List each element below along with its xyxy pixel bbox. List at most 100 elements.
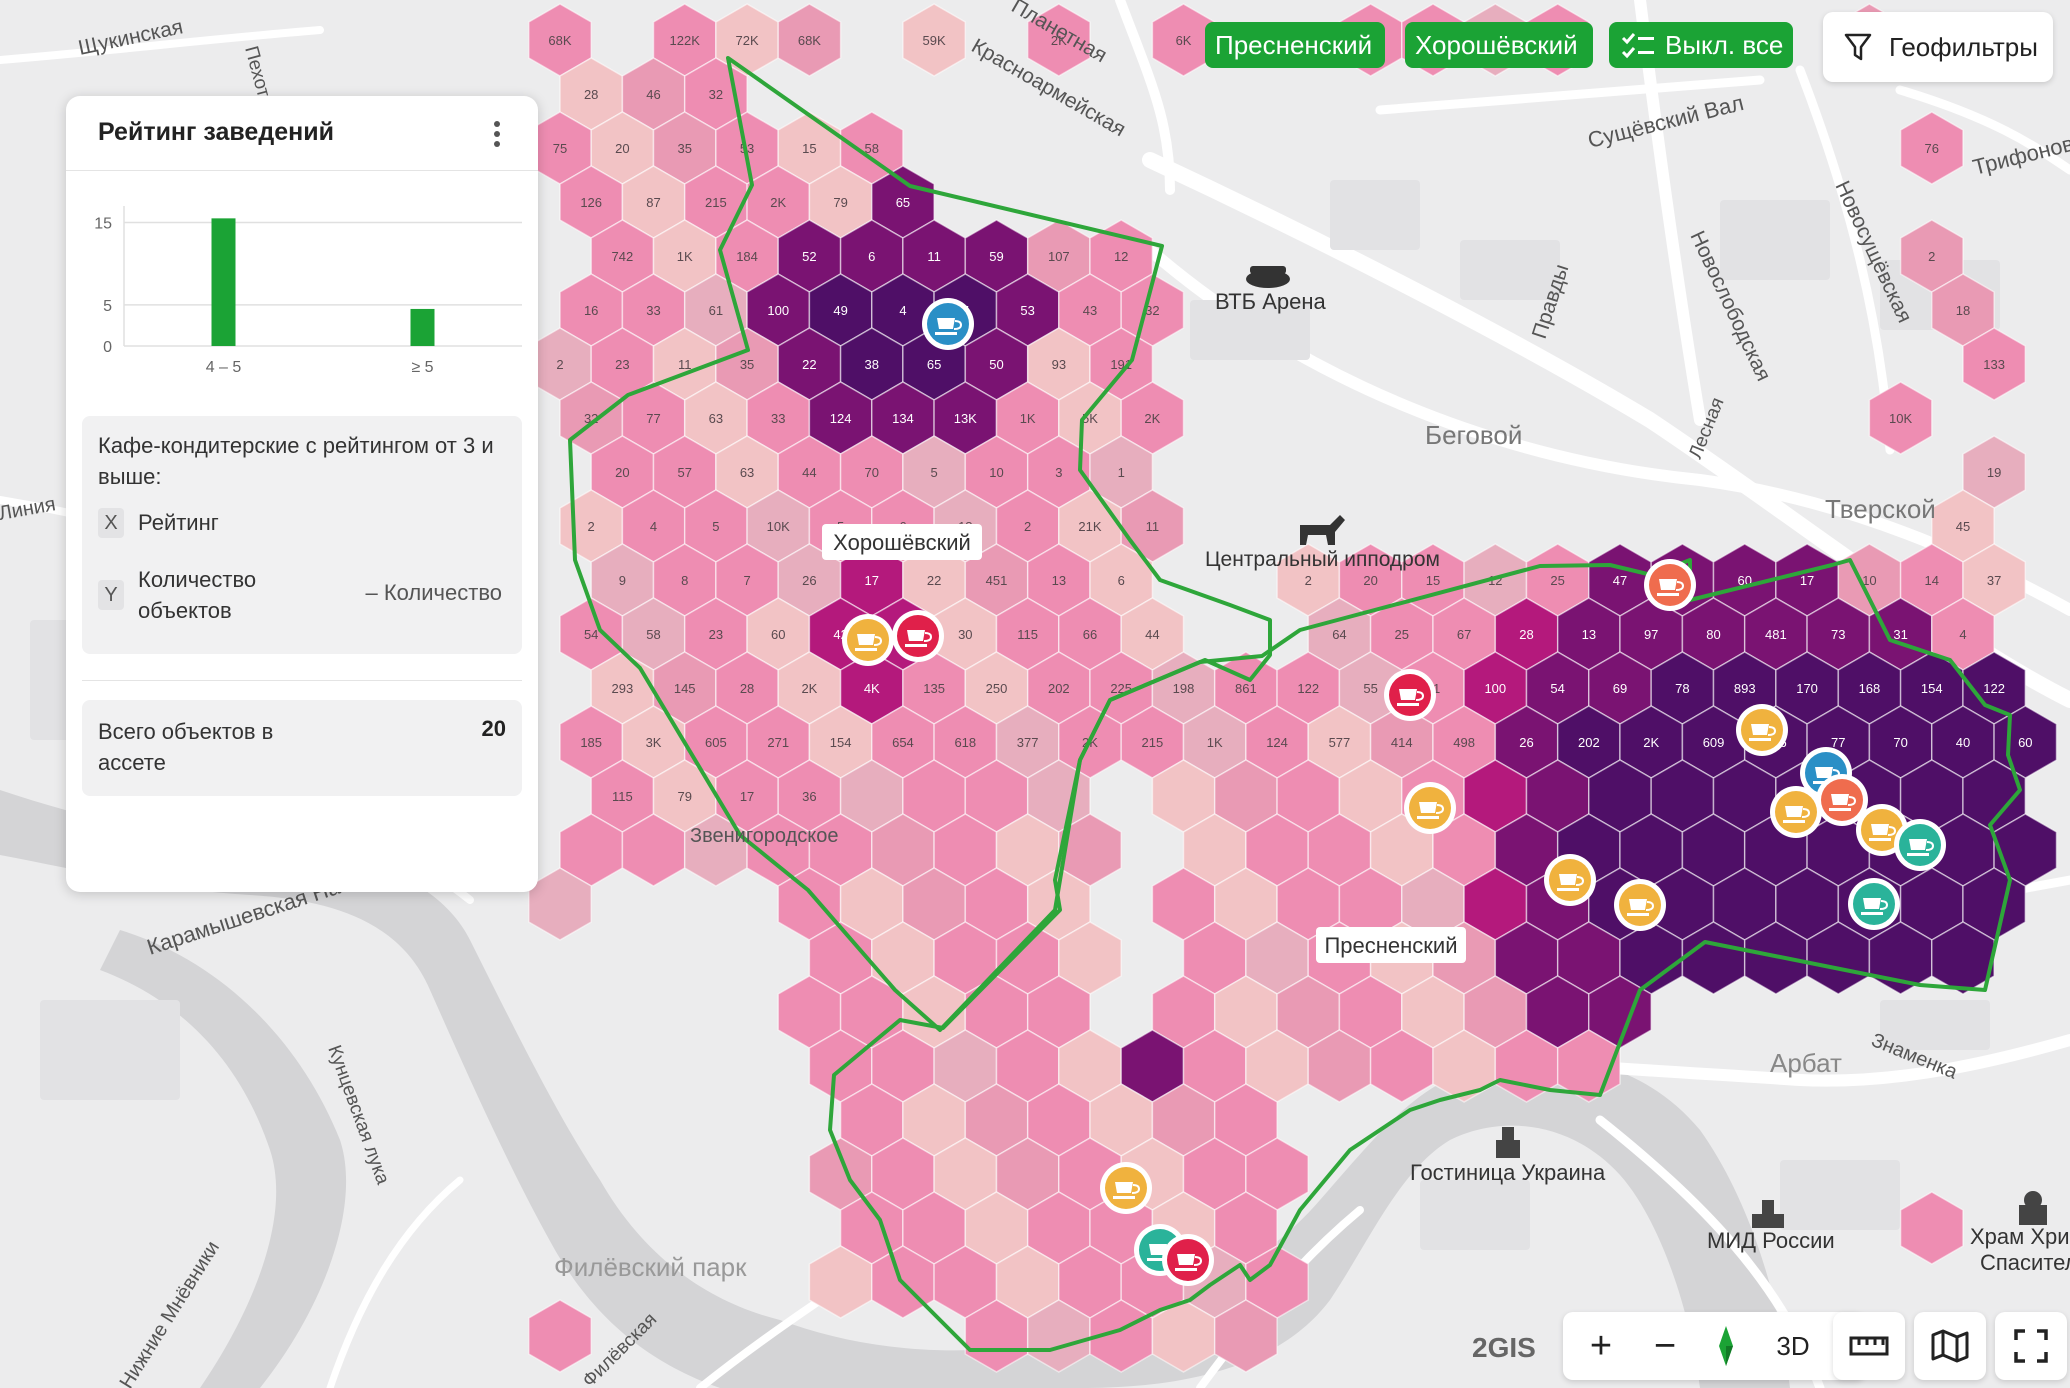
hexagon-value: 64 — [1332, 627, 1346, 642]
hexagon-value: 11 — [927, 249, 941, 264]
hexagon-value: 57 — [677, 465, 691, 480]
hexagon-value: 53 — [1020, 303, 1034, 318]
ruler-button[interactable] — [1833, 1312, 1905, 1380]
hexagon-value: 93 — [1052, 357, 1066, 372]
hexagon-value: 122 — [1983, 681, 2005, 696]
filter-chip-presnensky[interactable]: Пресненский — [1205, 22, 1385, 68]
hexagon-value: 75 — [553, 141, 567, 156]
cafe-marker[interactable] — [1736, 704, 1788, 756]
zoom-out-button[interactable]: − — [1645, 1318, 1685, 1374]
cafe-marker[interactable] — [1770, 786, 1822, 838]
hexagon-value: 68K — [798, 33, 821, 48]
hexagon-value: 73 — [1831, 627, 1845, 642]
hexagon-value: 72K — [735, 33, 758, 48]
legend-box: Кафе-кондитерские с рейтингом от 3 и выш… — [82, 416, 522, 654]
hexagon-value: 742 — [612, 249, 634, 264]
zoom-controls: + − 3D — [1563, 1312, 1865, 1380]
hexagon-value: 250 — [986, 681, 1008, 696]
more-vertical-icon[interactable] — [490, 118, 504, 150]
hexagon-value: 2K — [1144, 411, 1160, 426]
hexagon-value: 15 — [1426, 573, 1440, 588]
cafe-marker[interactable] — [1384, 669, 1436, 721]
toggle-all-label: Выкл. все — [1665, 30, 1783, 60]
map-icon — [1930, 1329, 1970, 1363]
cafe-marker[interactable] — [922, 298, 974, 350]
hexagon-value: 59 — [989, 249, 1003, 264]
hexagon-value: 6 — [1118, 573, 1125, 588]
hexagon-value: 7 — [743, 573, 750, 588]
hexagon-value: 100 — [1484, 681, 1506, 696]
filter-chip-label: Пресненский — [1215, 30, 1372, 60]
hexagon-value: 17 — [1800, 573, 1814, 588]
hexagon-value: 19 — [1987, 465, 2001, 480]
hexagon-value: 654 — [892, 735, 914, 750]
hexagon-value: 2K — [770, 195, 786, 210]
hexagon-value: 47 — [1613, 573, 1627, 588]
cafe-marker[interactable] — [1848, 878, 1900, 930]
cafe-marker[interactable] — [1644, 559, 1696, 611]
svg-text:Беговой: Беговой — [1425, 420, 1522, 450]
svg-text:Хорошёвский: Хорошёвский — [833, 530, 971, 555]
cafe-marker[interactable] — [842, 614, 894, 666]
chart-bar[interactable] — [411, 309, 435, 346]
cafe-marker[interactable] — [1614, 879, 1666, 931]
hexagon-value: 2 — [1024, 519, 1031, 534]
hexagon-value: 3K — [646, 735, 662, 750]
hexagon-value: 10K — [1889, 411, 1912, 426]
svg-text:Храм Христа: Храм Христа — [1970, 1224, 2070, 1249]
hexagon-value: 32 — [709, 87, 723, 102]
cafe-marker[interactable] — [1894, 819, 1946, 871]
hexagon-value: 8 — [681, 573, 688, 588]
hexagon-value: 481 — [1765, 627, 1787, 642]
hexagon-value: 35 — [740, 357, 754, 372]
hexagon-value: 33 — [646, 303, 660, 318]
cafe-marker[interactable] — [1162, 1234, 1214, 1286]
hexagon-value: 80 — [1706, 627, 1720, 642]
hexagon-value: 122 — [1297, 681, 1319, 696]
hexagon-value: 5 — [931, 465, 938, 480]
zoom-in-button[interactable]: + — [1581, 1318, 1621, 1374]
hexagon-value: 4 — [899, 303, 906, 318]
y-tick-label: 0 — [103, 339, 112, 356]
fullscreen-button[interactable] — [1995, 1312, 2067, 1380]
hexagon-value: 33 — [771, 411, 785, 426]
filter-chip-khoroshevsky[interactable]: Хорошёвский — [1405, 22, 1593, 68]
geofilters-label: Геофильтры — [1889, 32, 2038, 63]
hexagon-value: 168 — [1859, 681, 1881, 696]
hexagon-value: 4 — [650, 519, 657, 534]
hexagon-value: 1K — [677, 249, 693, 264]
hexagon-value: 498 — [1453, 735, 1475, 750]
hexagon-value: 2 — [1928, 249, 1935, 264]
cafe-marker[interactable] — [1544, 854, 1596, 906]
y-tick-label: 5 — [103, 298, 112, 315]
compass-icon[interactable] — [1711, 1322, 1741, 1370]
hexagon-value: 861 — [1235, 681, 1257, 696]
total-label: Всего объектов в ассете — [98, 716, 288, 778]
hexagon-value: 18 — [1956, 303, 1970, 318]
3d-mode-button[interactable]: 3D — [1763, 1318, 1823, 1374]
cafe-marker[interactable] — [1404, 782, 1456, 834]
chart-bar[interactable] — [212, 218, 236, 346]
map-layers-button[interactable] — [1914, 1312, 1986, 1380]
hexagon-value: 87 — [646, 195, 660, 210]
toggle-all-off-button[interactable]: Выкл. все — [1609, 22, 1793, 68]
hexagon-value: 43 — [1083, 303, 1097, 318]
hexagon-value: 15 — [802, 141, 816, 156]
cafe-marker[interactable] — [1100, 1162, 1152, 1214]
hexagon-value: 11 — [678, 357, 692, 372]
hexagon-value: 13K — [954, 411, 977, 426]
svg-text:МИД России: МИД России — [1707, 1228, 1835, 1253]
hexagon-value: 70 — [865, 465, 879, 480]
hexagon-value: 69 — [1613, 681, 1627, 696]
cafe-marker[interactable] — [892, 610, 944, 662]
geofilters-button[interactable]: Геофильтры — [1823, 12, 2053, 82]
hexagon-value: 184 — [736, 249, 758, 264]
hexagon-value: 37 — [1987, 573, 2001, 588]
hexagon-value: 63 — [740, 465, 754, 480]
hexagon-value: 893 — [1734, 681, 1756, 696]
hexagon-value: 577 — [1329, 735, 1351, 750]
hexagon-value: 13 — [1582, 627, 1596, 642]
hexagon-value: 77 — [646, 411, 660, 426]
hexagon-value: 79 — [833, 195, 847, 210]
ruler-icon — [1849, 1334, 1889, 1358]
